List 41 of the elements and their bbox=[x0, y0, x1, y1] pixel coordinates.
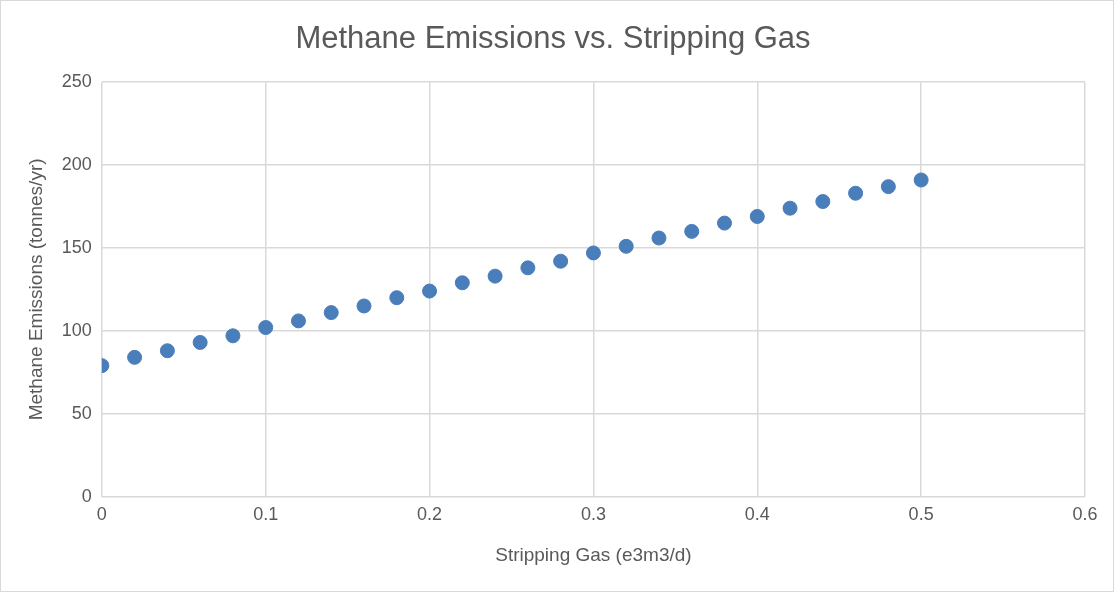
y-tick-label: 250 bbox=[61, 71, 92, 92]
point bbox=[389, 290, 405, 306]
point bbox=[487, 268, 503, 284]
point bbox=[553, 253, 569, 269]
x-tick-label: 0.3 bbox=[580, 504, 606, 525]
x-tick-label: 0.2 bbox=[417, 504, 443, 525]
x-tick-label: 0.4 bbox=[744, 504, 770, 525]
point bbox=[192, 334, 208, 350]
x-tick-label: 0 bbox=[96, 504, 107, 525]
point bbox=[258, 320, 274, 336]
point bbox=[880, 179, 896, 195]
point bbox=[422, 283, 438, 299]
point bbox=[454, 275, 470, 291]
point bbox=[618, 238, 634, 254]
x-axis-title: Stripping Gas (e3m3/d) bbox=[495, 543, 692, 565]
point bbox=[585, 245, 601, 261]
point bbox=[520, 260, 536, 276]
point bbox=[225, 328, 241, 344]
point bbox=[159, 343, 175, 359]
point bbox=[290, 313, 306, 329]
point bbox=[356, 298, 372, 314]
point bbox=[717, 215, 733, 231]
point bbox=[782, 200, 798, 216]
x-tick-label: 0.5 bbox=[908, 504, 934, 525]
y-tick-label: 0 bbox=[81, 485, 92, 506]
chart-title: Methane Emissions vs. Stripping Gas bbox=[295, 20, 811, 56]
point bbox=[651, 230, 667, 246]
y-axis-title: Methane Emissions (tonnes/yr) bbox=[24, 158, 46, 421]
point bbox=[684, 223, 700, 239]
x-tick-label: 0.6 bbox=[1072, 504, 1098, 525]
x-tick-label: 0.1 bbox=[253, 504, 279, 525]
point bbox=[848, 185, 864, 201]
y-tick-label: 150 bbox=[61, 236, 92, 257]
point bbox=[323, 305, 339, 321]
y-tick-label: 50 bbox=[71, 402, 92, 423]
point bbox=[815, 194, 831, 210]
point bbox=[749, 208, 765, 224]
point bbox=[127, 349, 143, 365]
y-tick-label: 200 bbox=[61, 154, 92, 175]
y-tick-label: 100 bbox=[61, 319, 92, 340]
point bbox=[913, 172, 929, 188]
